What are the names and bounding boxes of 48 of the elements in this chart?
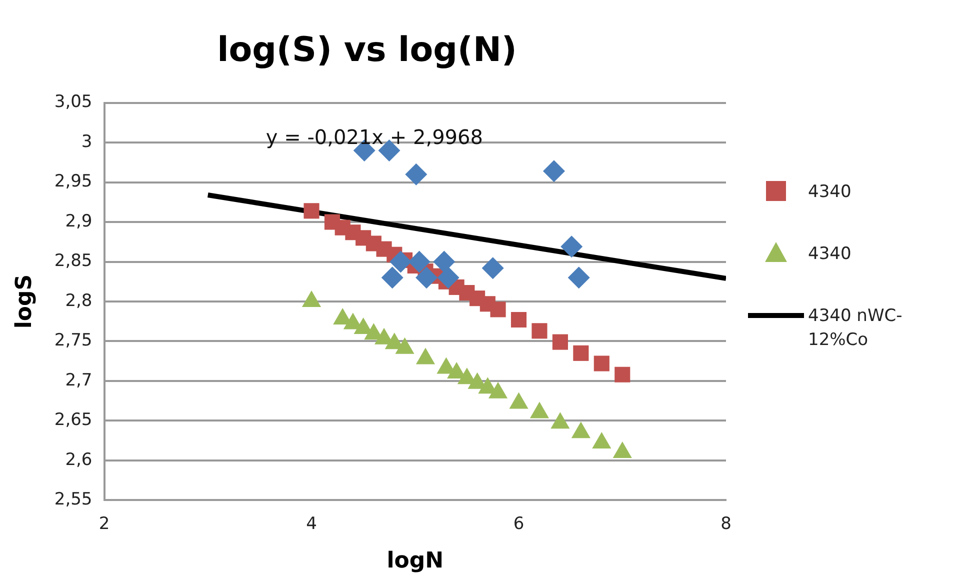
x-tick-label: 6 (513, 514, 524, 534)
chart-title: log(S) vs log(N) (217, 30, 517, 70)
y-tick-label: 2,6 (65, 450, 92, 470)
y-tick-label: 2,85 (54, 251, 92, 272)
x-axis-title: logN (386, 548, 444, 574)
y-tick-label: 2,7 (65, 370, 92, 390)
point (381, 266, 404, 289)
y-tick-label: 2,75 (54, 330, 92, 351)
point (405, 163, 428, 186)
point (390, 250, 412, 273)
point (509, 392, 528, 409)
x-tick-label: 8 (720, 514, 732, 534)
point (304, 203, 320, 219)
point (416, 266, 438, 289)
y-tick-label: 2,95 (54, 172, 92, 192)
point (573, 345, 589, 361)
y-tick-label: 3,05 (54, 92, 92, 112)
x-tick-label: 4 (306, 514, 317, 534)
annotation: y = -0,021x + 2,9968 (266, 125, 483, 150)
point (560, 236, 583, 258)
legend-label: 4340 (808, 181, 852, 204)
point (510, 312, 527, 328)
point (482, 257, 504, 280)
point (408, 250, 430, 273)
point (571, 422, 590, 438)
point (532, 323, 548, 339)
point (437, 266, 460, 289)
y-tick-label: 3 (81, 132, 92, 152)
point (550, 412, 570, 429)
point (530, 402, 549, 418)
y-axis-title: logS (12, 274, 37, 329)
point (490, 302, 506, 318)
y-tick-label: 2,55 (54, 490, 92, 510)
y-tick-label: 2,9 (65, 211, 92, 232)
point (416, 348, 436, 364)
point (542, 160, 565, 182)
point (395, 337, 414, 354)
y-tick-label: 2,65 (54, 410, 92, 430)
x-tick-label: 2 (98, 514, 110, 534)
point (488, 382, 508, 398)
y-tick-label: 2,8 (65, 290, 92, 311)
point (592, 432, 612, 448)
legend-label: 4340 (808, 243, 852, 266)
point (433, 250, 456, 273)
point (568, 266, 590, 289)
point (552, 334, 568, 350)
legend-label: 4340 nWC-12%Co (808, 305, 904, 352)
point (612, 442, 632, 458)
